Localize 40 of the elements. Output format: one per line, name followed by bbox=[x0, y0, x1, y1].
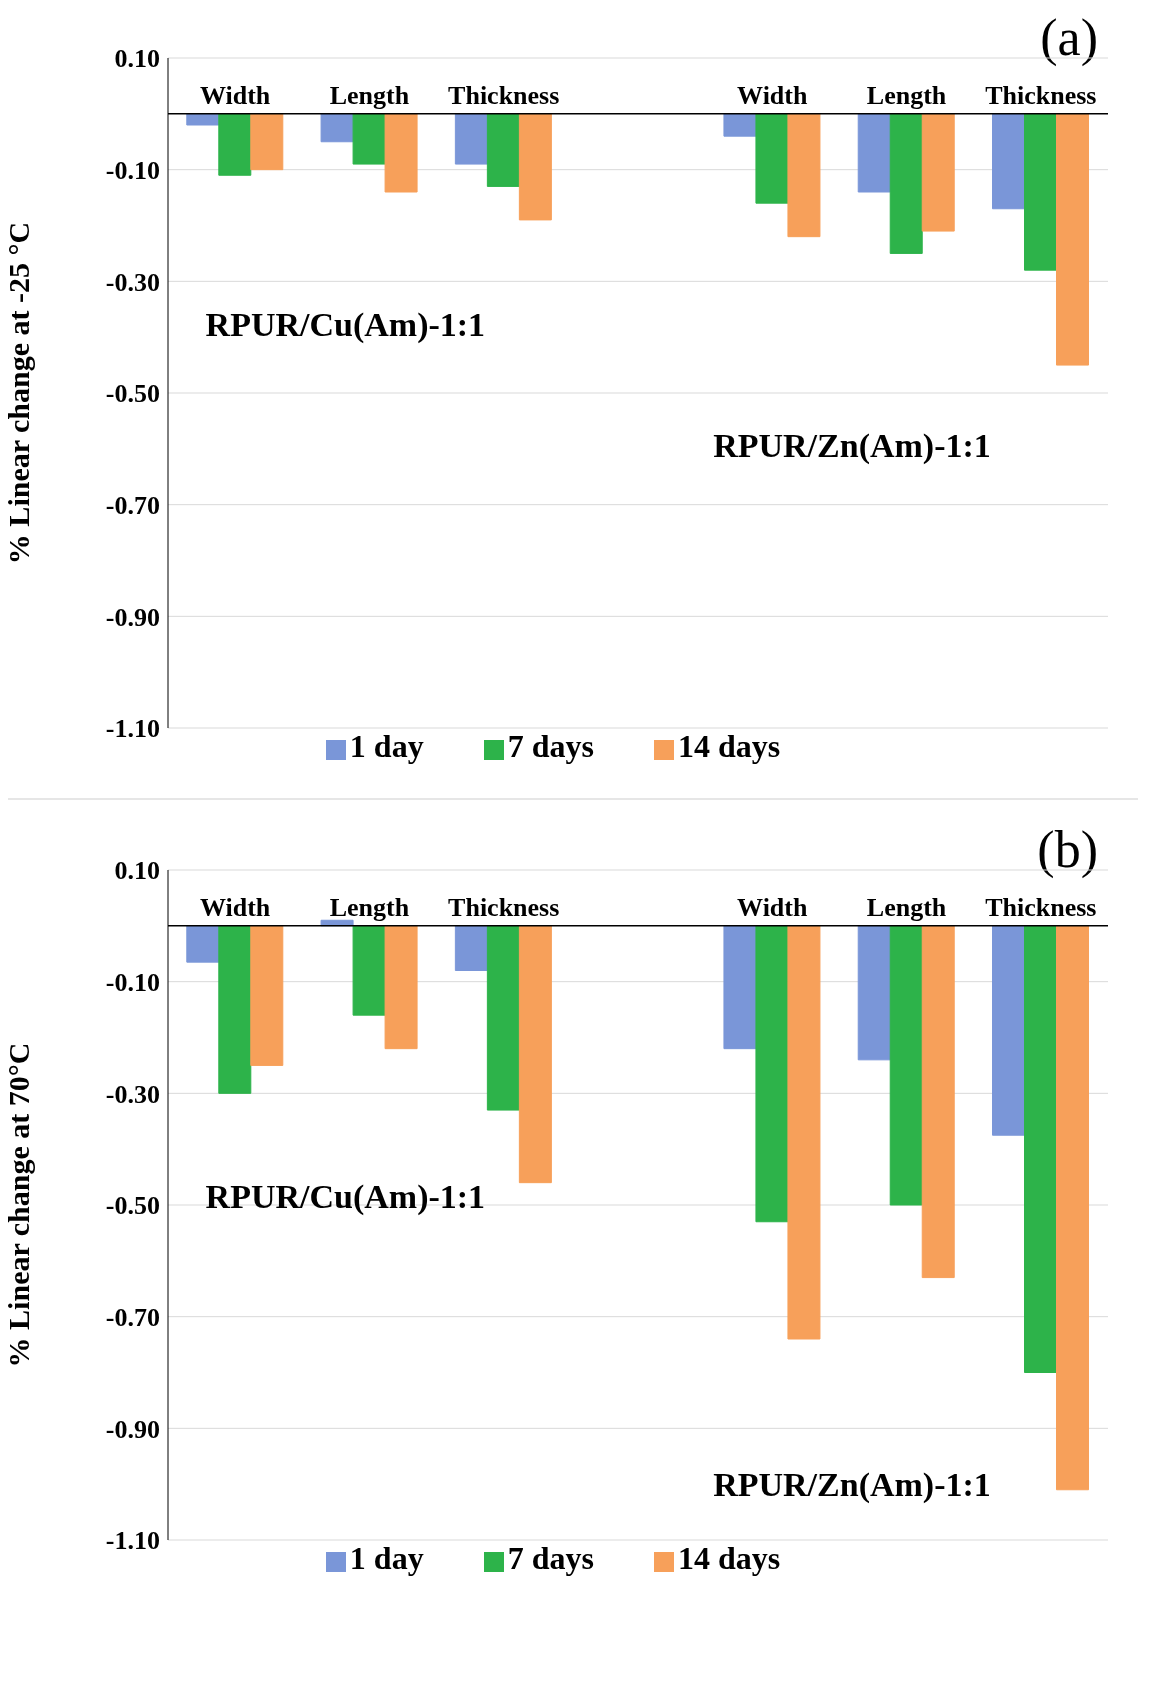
annotation: RPUR/Cu(Am)-1:1 bbox=[205, 305, 486, 344]
x-tick-label: Width bbox=[199, 892, 271, 922]
x-tick-label: Thickness bbox=[448, 80, 560, 110]
y-tick-label: -0.10 bbox=[105, 155, 160, 185]
y-axis-title: % Linear change at 70°C bbox=[1, 1042, 35, 1368]
y-tick-label: -0.50 bbox=[105, 1191, 160, 1221]
x-tick-label: Length bbox=[329, 80, 410, 110]
x-tick-label: Thickness bbox=[448, 892, 560, 922]
legend-label: 1 day bbox=[349, 728, 424, 764]
y-tick-label: -0.90 bbox=[105, 1414, 160, 1444]
y-tick-label: 0.10 bbox=[114, 856, 160, 886]
x-tick-label: Length bbox=[329, 892, 410, 922]
x-tick-label: Width bbox=[737, 80, 808, 110]
legend-label: 1 day bbox=[349, 1540, 424, 1576]
y-tick-label: -0.70 bbox=[105, 490, 160, 520]
y-tick-label: -0.30 bbox=[105, 267, 160, 297]
y-tick-label: -0.50 bbox=[105, 379, 160, 409]
legend-label: 14 days bbox=[677, 728, 781, 764]
y-tick-label: 0.10 bbox=[114, 44, 160, 74]
x-tick-label: Width bbox=[737, 892, 808, 922]
legend-label: 7 days bbox=[507, 728, 594, 764]
x-tick-label: Thickness bbox=[985, 892, 1097, 922]
y-tick-label: -0.70 bbox=[105, 1302, 160, 1332]
chart-title: (a) bbox=[1040, 8, 1098, 67]
y-tick-label: -1.10 bbox=[105, 1526, 160, 1556]
legend-label: 14 days bbox=[677, 1540, 781, 1576]
y-tick-label: -0.30 bbox=[105, 1079, 160, 1109]
annotation: RPUR/Zn(Am)-1:1 bbox=[713, 426, 991, 465]
x-tick-label: Length bbox=[866, 892, 947, 922]
x-tick-label: Length bbox=[866, 80, 947, 110]
annotation: RPUR/Cu(Am)-1:1 bbox=[205, 1178, 486, 1217]
y-axis-title: % Linear change at -25 °C bbox=[1, 221, 35, 565]
y-tick-label: -0.10 bbox=[105, 967, 160, 997]
legend-label: 7 days bbox=[507, 1540, 594, 1576]
y-tick-label: -1.10 bbox=[105, 714, 160, 744]
y-tick-label: -0.90 bbox=[105, 602, 160, 632]
x-tick-label: Width bbox=[199, 80, 271, 110]
annotation: RPUR/Zn(Am)-1:1 bbox=[713, 1466, 991, 1505]
chart-title: (b) bbox=[1037, 820, 1098, 879]
x-tick-label: Thickness bbox=[985, 80, 1097, 110]
